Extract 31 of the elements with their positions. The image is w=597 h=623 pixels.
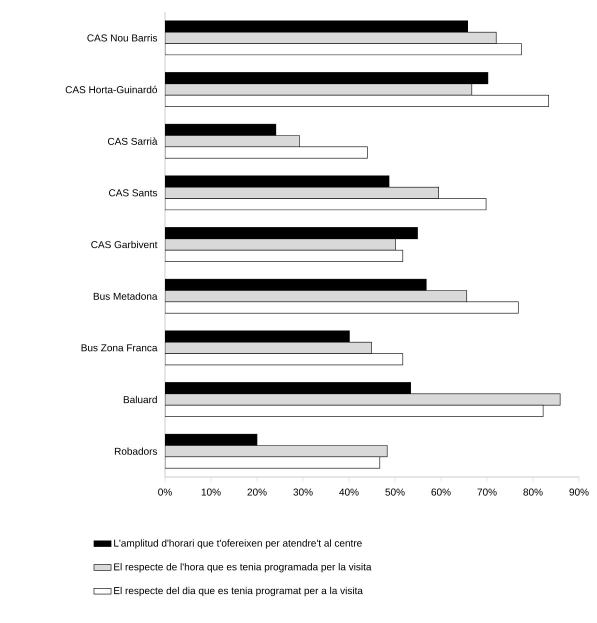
y-tick-label: CAS Sants [109,189,158,196]
bar [165,238,396,250]
bar [165,135,300,148]
bar [165,342,372,354]
y-tick-label: CAS Sarrià [108,137,158,145]
bar [165,445,388,458]
y-tick-label: CAS Nou Barris [87,34,158,42]
y-tick-label: Bus Metadona [94,292,158,300]
y-tick-label: CAS Garbivent [91,240,158,248]
x-tick-label: 0% [158,488,172,496]
x-tick-label: 30% [293,488,313,496]
y-tick-label: Bus Zona Franca [82,344,158,352]
x-tick-label: 70% [478,488,497,496]
bar [165,84,472,96]
x-tick-label: 80% [523,488,543,496]
bar [165,32,496,44]
y-tick-label: Baluard [124,396,157,404]
x-tick-label: 40% [339,488,359,496]
x-tick-label: 60% [431,488,451,496]
x-tick-label: 90% [569,488,589,496]
legend-label: El respecte del dia que es tenia programat per a la visita [114,586,363,596]
legend-label: L'amplitud d'horari que t'ofereixen per atendre't al centre [114,539,362,549]
x-tick-label: 10% [202,488,221,496]
bar [165,290,468,302]
bar [165,394,560,406]
x-tick-label: 20% [247,488,267,496]
legend-label: El respecte de l'hora que es tenia programada per la visita [114,563,372,572]
y-tick-label: CAS Horta-Guinardó [66,86,158,94]
bar [165,186,439,199]
y-tick-label: Robadors [114,448,158,455]
x-tick-label: 50% [385,488,405,496]
